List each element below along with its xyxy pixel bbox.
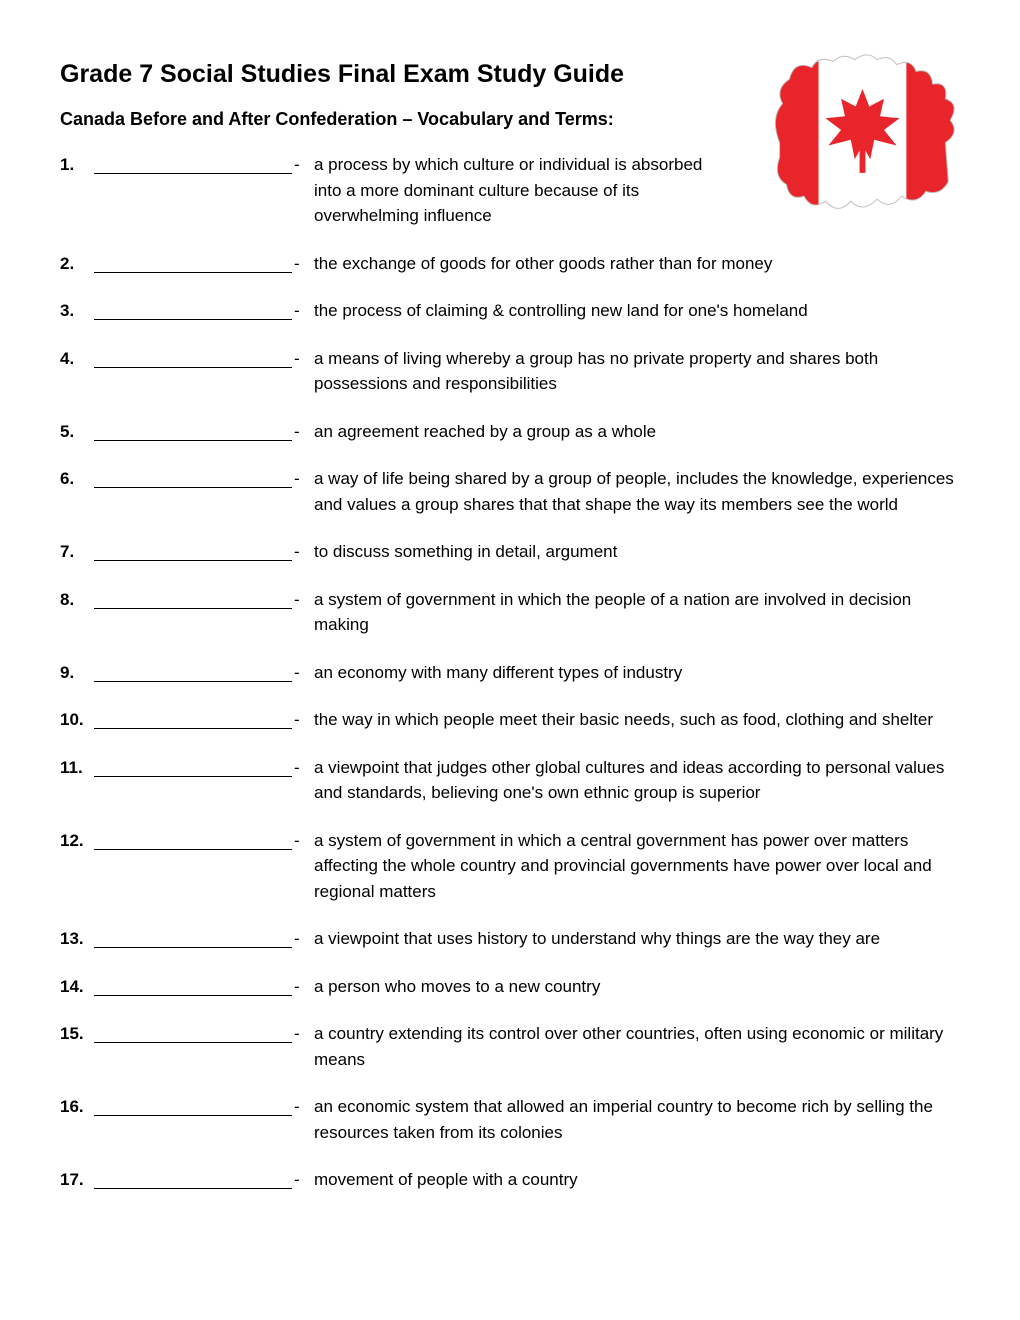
item-number: 16. bbox=[60, 1094, 94, 1120]
answer-blank bbox=[94, 468, 292, 488]
definition-text: an agreement reached by a group as a who… bbox=[314, 419, 960, 445]
item-number: 10. bbox=[60, 707, 94, 733]
separator-dash: - bbox=[292, 1021, 314, 1047]
item-number: 5. bbox=[60, 419, 94, 445]
definition-text: to discuss something in detail, argument bbox=[314, 539, 960, 565]
separator-dash: - bbox=[292, 539, 314, 565]
item-number: 14. bbox=[60, 974, 94, 1000]
item-number: 17. bbox=[60, 1167, 94, 1193]
separator-dash: - bbox=[292, 926, 314, 952]
list-item: 14. -a person who moves to a new country bbox=[60, 974, 960, 1000]
canada-map-icon bbox=[765, 50, 960, 225]
answer-blank bbox=[94, 1169, 292, 1189]
list-item: 9. -an economy with many different types … bbox=[60, 660, 960, 686]
list-item: 2. -the exchange of goods for other goods… bbox=[60, 251, 960, 277]
separator-dash: - bbox=[292, 974, 314, 1000]
definition-text: a person who moves to a new country bbox=[314, 974, 960, 1000]
definition-text: an economic system that allowed an imper… bbox=[314, 1094, 960, 1145]
separator-dash: - bbox=[292, 298, 314, 324]
answer-blank bbox=[94, 348, 292, 368]
list-item: 11. -a viewpoint that judges other global… bbox=[60, 755, 960, 806]
list-item: 12. -a system of government in which a ce… bbox=[60, 828, 960, 905]
item-number: 15. bbox=[60, 1021, 94, 1047]
answer-blank bbox=[94, 154, 292, 174]
item-number: 1. bbox=[60, 152, 94, 178]
definition-text: movement of people with a country bbox=[314, 1167, 960, 1193]
vocabulary-list: 1.-a process by which culture or individ… bbox=[60, 152, 960, 1193]
item-number: 3. bbox=[60, 298, 94, 324]
answer-blank bbox=[94, 300, 292, 320]
separator-dash: - bbox=[292, 152, 314, 178]
definition-text: a viewpoint that judges other global cul… bbox=[314, 755, 960, 806]
definition-text: a way of life being shared by a group of… bbox=[314, 466, 960, 517]
definition-text: a viewpoint that uses history to underst… bbox=[314, 926, 960, 952]
separator-dash: - bbox=[292, 1094, 314, 1120]
list-item: 7. -to discuss something in detail, argum… bbox=[60, 539, 960, 565]
separator-dash: - bbox=[292, 828, 314, 854]
list-item: 8. -a system of government in which the p… bbox=[60, 587, 960, 638]
definition-text: a system of government in which the peop… bbox=[314, 587, 960, 638]
item-number: 4. bbox=[60, 346, 94, 372]
separator-dash: - bbox=[292, 251, 314, 277]
separator-dash: - bbox=[292, 346, 314, 372]
list-item: 4. -a means of living whereby a group has… bbox=[60, 346, 960, 397]
separator-dash: - bbox=[292, 660, 314, 686]
definition-text: the process of claiming & controlling ne… bbox=[314, 298, 960, 324]
answer-blank bbox=[94, 976, 292, 996]
header: Grade 7 Social Studies Final Exam Study … bbox=[60, 60, 960, 130]
separator-dash: - bbox=[292, 755, 314, 781]
item-number: 13. bbox=[60, 926, 94, 952]
answer-blank bbox=[94, 1096, 292, 1116]
answer-blank bbox=[94, 1023, 292, 1043]
list-item: 13. -a viewpoint that uses history to und… bbox=[60, 926, 960, 952]
list-item: 3. -the process of claiming & controlling… bbox=[60, 298, 960, 324]
item-number: 11. bbox=[60, 755, 94, 781]
definition-text: a means of living whereby a group has no… bbox=[314, 346, 960, 397]
list-item: 15. -a country extending its control over… bbox=[60, 1021, 960, 1072]
answer-blank bbox=[94, 421, 292, 441]
item-number: 6. bbox=[60, 466, 94, 492]
list-item: 6. -a way of life being shared by a group… bbox=[60, 466, 960, 517]
list-item: 10. -the way in which people meet their b… bbox=[60, 707, 960, 733]
separator-dash: - bbox=[292, 419, 314, 445]
answer-blank bbox=[94, 662, 292, 682]
definition-text: the way in which people meet their basic… bbox=[314, 707, 960, 733]
definition-text: an economy with many different types of … bbox=[314, 660, 960, 686]
separator-dash: - bbox=[292, 466, 314, 492]
list-item: 17. -movement of people with a country bbox=[60, 1167, 960, 1193]
answer-blank bbox=[94, 589, 292, 609]
list-item: 5. -an agreement reached by a group as a … bbox=[60, 419, 960, 445]
definition-text: the exchange of goods for other goods ra… bbox=[314, 251, 960, 277]
answer-blank bbox=[94, 709, 292, 729]
separator-dash: - bbox=[292, 1167, 314, 1193]
item-number: 7. bbox=[60, 539, 94, 565]
item-number: 2. bbox=[60, 251, 94, 277]
answer-blank bbox=[94, 830, 292, 850]
separator-dash: - bbox=[292, 707, 314, 733]
answer-blank bbox=[94, 757, 292, 777]
list-item: 16. -an economic system that allowed an i… bbox=[60, 1094, 960, 1145]
item-number: 9. bbox=[60, 660, 94, 686]
separator-dash: - bbox=[292, 587, 314, 613]
definition-text: a country extending its control over oth… bbox=[314, 1021, 960, 1072]
answer-blank bbox=[94, 541, 292, 561]
answer-blank bbox=[94, 253, 292, 273]
answer-blank bbox=[94, 928, 292, 948]
item-number: 12. bbox=[60, 828, 94, 854]
item-number: 8. bbox=[60, 587, 94, 613]
definition-text: a system of government in which a centra… bbox=[314, 828, 960, 905]
